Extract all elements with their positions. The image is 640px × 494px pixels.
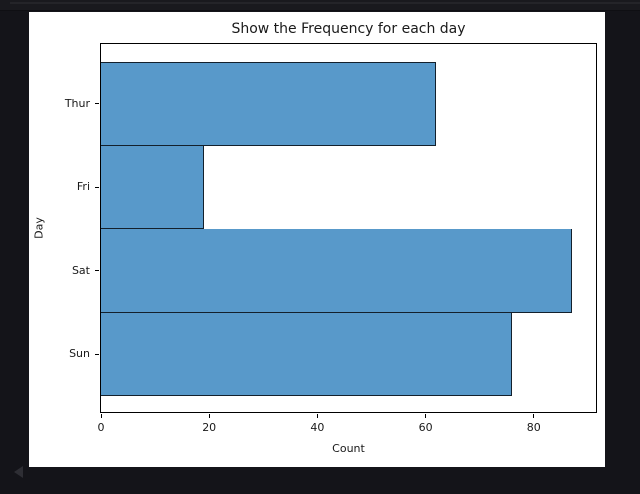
x-tick-label-40: 40 bbox=[310, 421, 325, 434]
y-tick-mark bbox=[95, 270, 99, 272]
plot-area: Thur Fri Sat Sun 0 20 40 60 80 bbox=[65, 43, 597, 434]
y-tick-label-fri: Fri bbox=[76, 180, 90, 194]
y-tick-mark bbox=[95, 186, 99, 188]
chart-title: Show the Frequency for each day bbox=[231, 21, 466, 37]
x-tick-mark bbox=[208, 414, 210, 418]
x-tick-mark bbox=[533, 414, 535, 418]
y-tick-mark bbox=[95, 103, 99, 105]
y-axis-label: Day bbox=[32, 217, 46, 239]
x-tick-mark bbox=[316, 414, 318, 418]
left-triangle-icon[interactable] bbox=[14, 466, 23, 478]
bar-fri bbox=[101, 145, 204, 229]
top-window-edge bbox=[0, 0, 640, 11]
x-tick-label-60: 60 bbox=[418, 421, 433, 434]
bar-sun bbox=[101, 312, 513, 396]
x-tick-label-80: 80 bbox=[526, 421, 541, 434]
bar-sat bbox=[101, 229, 572, 313]
y-tick-label-sat: Sat bbox=[71, 263, 90, 277]
x-tick-label-0: 0 bbox=[97, 421, 105, 434]
top-edge-highlight bbox=[10, 2, 640, 4]
y-tick-label-thur: Thur bbox=[64, 96, 90, 110]
bar-thur bbox=[101, 62, 437, 146]
x-tick-label-20: 20 bbox=[202, 421, 217, 434]
chart-figure: Show the Frequency for each day Thur Fri S… bbox=[29, 12, 605, 467]
x-tick-mark bbox=[425, 414, 427, 418]
x-tick-mark bbox=[100, 414, 102, 418]
x-axis-label: Count bbox=[332, 442, 365, 455]
y-tick-mark bbox=[95, 353, 99, 355]
y-tick-label-sun: Sun bbox=[69, 347, 90, 361]
